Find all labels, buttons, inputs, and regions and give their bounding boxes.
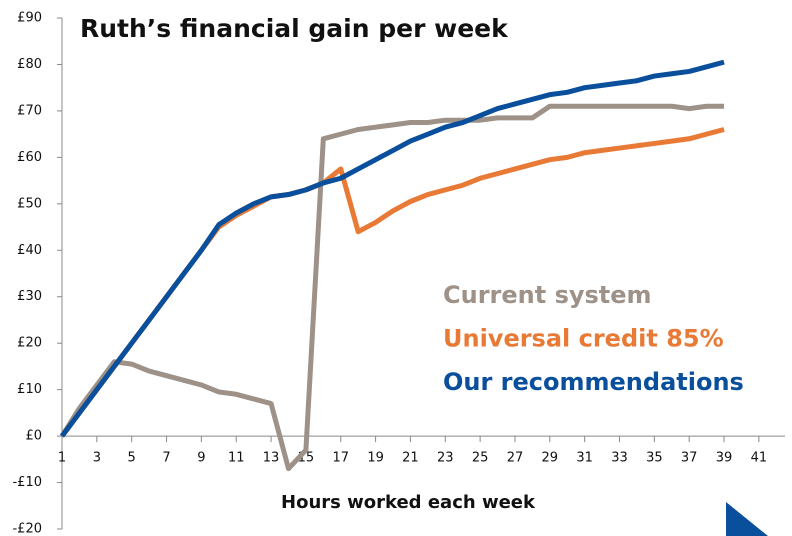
y-tick-label: £20 [17,336,42,351]
x-axis-label: Hours worked each week [281,492,536,513]
y-tick-label: £50 [17,196,42,211]
x-tick-label: 33 [611,451,628,466]
y-tick-label: £0 [25,429,42,444]
x-tick-label: 21 [402,451,419,466]
x-tick-label: 17 [332,451,349,466]
series-line [59,103,725,472]
y-tick-label: £10 [17,382,42,397]
x-tick-label: 35 [646,451,663,466]
x-tick-label: 39 [716,451,733,466]
x-tick-label: 29 [542,451,559,466]
x-tick-label: 7 [162,451,170,466]
y-tick-label: -£20 [12,522,42,536]
x-tick-label: 37 [681,451,698,466]
series-line [60,59,725,438]
corner-decoration [726,502,768,536]
y-tick-label: £40 [17,243,42,258]
x-tick-label: 9 [197,451,205,466]
y-tick-label: £80 [17,57,42,72]
y-tick-label: £60 [17,150,42,165]
x-tick-label: 23 [437,451,454,466]
x-tick-label: 1 [58,451,66,466]
legend-entry: Our recommendations [443,368,744,396]
legend-entry: Current system [443,281,652,309]
x-tick-label: 19 [367,451,384,466]
x-tick-label: 3 [93,451,101,466]
chart-title: Ruth’s financial gain per week [80,14,509,43]
y-tick-label: -£10 [12,475,42,490]
y-tick-label: £90 [17,11,42,26]
x-tick-label: 27 [507,451,524,466]
y-tick-label: £70 [17,103,42,118]
legend-entry: Universal credit 85% [443,325,724,353]
x-tick-label: 5 [128,451,136,466]
x-tick-label: 25 [472,451,489,466]
x-tick-label: 31 [576,451,593,466]
x-tick-label: 13 [263,451,280,466]
x-tick-label: 11 [228,451,245,466]
y-tick-label: £30 [17,289,42,304]
x-tick-label: 41 [751,451,768,466]
